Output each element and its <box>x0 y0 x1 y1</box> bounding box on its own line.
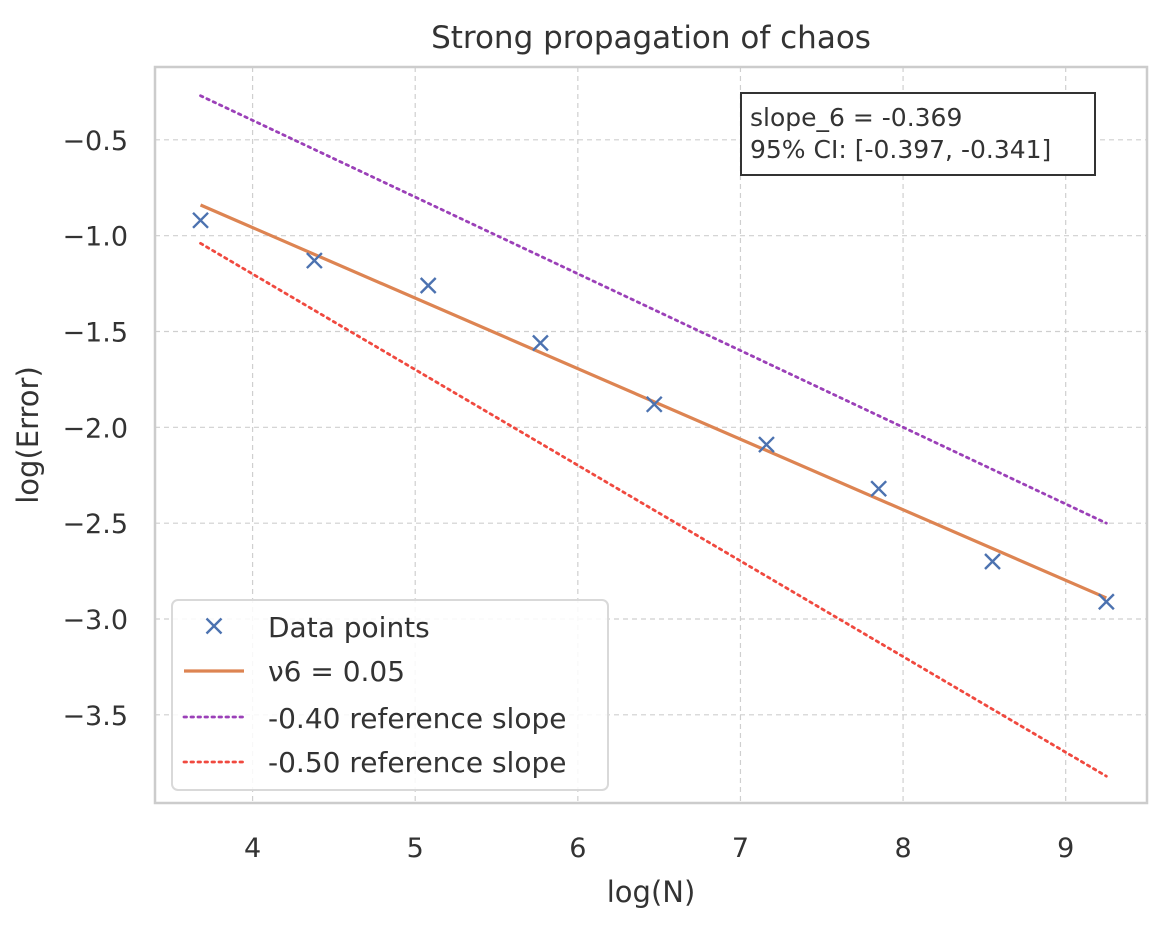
legend-label-ref-050: -0.50 reference slope <box>268 746 566 779</box>
y-tick-label: −1.0 <box>62 222 128 253</box>
x-tick-label: 6 <box>569 833 586 864</box>
data-point <box>1097 593 1115 611</box>
x-tick-label: 5 <box>407 833 424 864</box>
x-tick-label: 7 <box>732 833 749 864</box>
data-point <box>192 211 209 229</box>
series-line-3 <box>199 241 1108 778</box>
tick-labels: 4 5 6 7 8 9 −0.5 −1.0 −1.5 −2.0 −2.5 −3.0 −3.5 <box>62 126 1074 864</box>
x-tick-label: 4 <box>244 833 261 864</box>
y-tick-label: −3.5 <box>62 701 128 732</box>
legend: Data points ν6 = 0.05 -0.40 reference sl… <box>171 599 609 791</box>
data-point <box>758 436 775 453</box>
y-tick-label: −2.5 <box>62 509 128 540</box>
data-point <box>532 334 549 352</box>
legend-symbols <box>182 617 246 764</box>
annotation-ci: 95% CI: [-0.397, -0.341] <box>750 135 1051 164</box>
y-tick-label: −1.5 <box>62 318 128 349</box>
y-tick-label: −2.0 <box>62 413 128 444</box>
data-point <box>645 395 663 413</box>
legend-label-fit: ν6 = 0.05 <box>268 655 405 688</box>
y-axis-label: log(Error) <box>11 366 45 504</box>
x-axis-label: log(N) <box>607 875 696 909</box>
data-point <box>870 480 888 498</box>
y-tick-label: −3.0 <box>62 605 128 636</box>
data-point <box>306 252 323 269</box>
series-line-1 <box>199 203 1107 600</box>
legend-frame <box>171 599 609 791</box>
series-layer <box>192 94 1115 778</box>
data-point <box>984 553 1001 570</box>
chart-title: Strong propagation of chaos <box>431 20 871 56</box>
x-tick-label: 9 <box>1057 833 1074 864</box>
plot-area <box>153 65 1149 805</box>
series-line-2 <box>199 94 1108 525</box>
legend-label-ref-040: -0.40 reference slope <box>268 702 566 735</box>
legend-label-data-points: Data points <box>268 611 430 644</box>
annotation-frame <box>740 92 1096 176</box>
y-tick-label: −0.5 <box>62 126 128 157</box>
stats-annotation: slope_6 = -0.369 95% CI: [-0.397, -0.341… <box>740 92 1096 176</box>
legend-marker-data-points <box>205 617 223 635</box>
annotation-slope: slope_6 = -0.369 <box>750 103 962 132</box>
data-point <box>419 277 437 294</box>
x-tick-label: 8 <box>894 833 911 864</box>
